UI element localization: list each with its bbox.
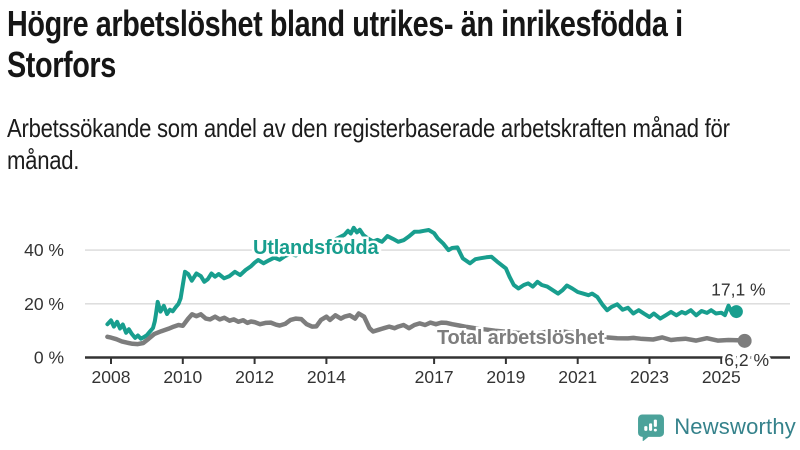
newsworthy-wordmark: Newsworthy [674, 414, 796, 439]
y-axis-tick-label: 0 % [34, 348, 64, 368]
newsworthy-bar-chart-bubble-icon [638, 414, 665, 441]
x-axis-tick-label: 2019 [486, 367, 525, 387]
series-line-Total arbetslöshet [105, 311, 747, 347]
series-end-dot-Utlandsfödda [729, 305, 743, 319]
x-axis-tick-label: 2014 [307, 367, 346, 387]
series-end-label-Utlandsfödda: 17,1 % [711, 280, 765, 300]
x-axis-tick-label: 2023 [630, 367, 669, 387]
series-end-dot-Total arbetslöshet [737, 333, 752, 348]
series-line-Utlandsfödda [105, 225, 739, 341]
newsworthy-logo[interactable]: Newsworthy [637, 413, 796, 441]
x-axis-tick-label: 2017 [415, 367, 454, 387]
x-axis-tick-label: 2021 [558, 367, 597, 387]
chart-subtitle: Arbetssökande som andel av den registerb… [7, 113, 730, 175]
series-label-Utlandsfödda: Utlandsfödda [253, 237, 379, 259]
line-chart: 2008 2010 2012 2014 2017 2019 2021 2023 2025 0 % 2… [24, 225, 790, 387]
x-axis-tick-label: 2025 [702, 367, 741, 387]
x-axis-tick-label: 2010 [163, 367, 202, 387]
x-axis-tick-label: 2008 [92, 367, 131, 387]
y-axis-tick-label: 20 % [24, 294, 64, 314]
series-label-Total arbetslöshet: Total arbetslöshet [437, 327, 605, 349]
x-axis-tick-label: 2012 [235, 367, 274, 387]
chart-title: Högre arbetslöshet bland utrikes- än inr… [7, 3, 683, 85]
series-end-label-Total arbetslöshet: 6,2 % [724, 350, 769, 370]
y-axis-tick-label: 40 % [24, 240, 64, 260]
